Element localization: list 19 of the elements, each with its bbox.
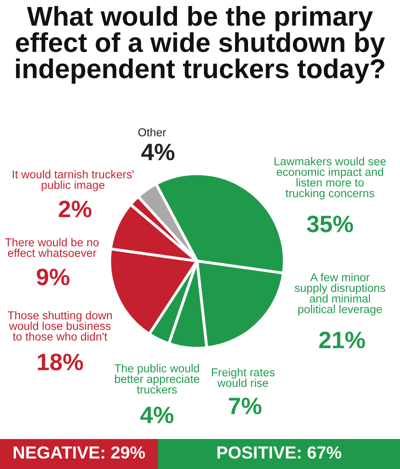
slice-label: Other <box>138 128 166 136</box>
data-label: 9% <box>36 268 70 286</box>
slice-label: It would tarnish truckers' public image <box>12 170 134 192</box>
data-label: 4% <box>140 406 174 424</box>
slice-label: Lawmakers would see economic impact and listen more to trucking concerns <box>274 157 386 200</box>
data-label: 21% <box>319 332 366 348</box>
data-label: 35% <box>306 216 354 232</box>
slice-label: Those shutting down would lose business to those who didn't <box>8 311 112 341</box>
slice-label: The public would better appreciate truckers <box>114 364 200 394</box>
data-label: 2% <box>58 200 92 218</box>
text: NEGATIVE: 29% <box>14 446 145 459</box>
slice-label: Freight rates would rise <box>212 368 275 387</box>
data-label: 7% <box>228 398 262 414</box>
data-label: 18% <box>38 354 84 370</box>
slice-label: A few minor supply disruptions and minimal political leverage <box>294 273 386 316</box>
text: POSITIVE: 67% <box>217 446 342 459</box>
data-label: 4% <box>141 144 174 160</box>
slice-label: There would be no effect whatsoever <box>5 238 99 257</box>
chart-title: What would be the primary effect of a wide shutdown by independent truckers today? <box>16 6 385 84</box>
